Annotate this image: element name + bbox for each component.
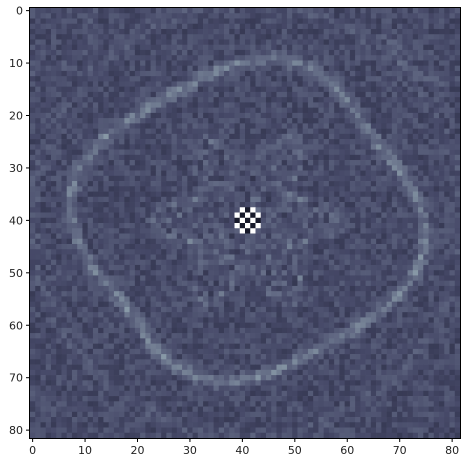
y-tick-label: 70 [9, 372, 23, 385]
x-tick-label: 70 [393, 444, 407, 457]
y-tick-label: 60 [9, 319, 23, 332]
x-tick-label: 60 [340, 444, 354, 457]
y-tick-label: 50 [9, 267, 23, 280]
x-tick-label: 10 [78, 444, 92, 457]
y-tick-label: 40 [9, 214, 23, 227]
y-tick-label: 80 [9, 424, 23, 437]
x-tick-label: 0 [29, 444, 36, 457]
x-tick-label: 30 [183, 444, 197, 457]
x-tick-label: 20 [131, 444, 145, 457]
x-axis-ticks: 0 10 20 30 40 50 60 70 80 [29, 438, 459, 457]
x-tick-label: 50 [288, 444, 302, 457]
y-axis-ticks: 0 10 20 30 40 50 60 70 80 [9, 5, 30, 437]
x-tick-label: 40 [235, 444, 249, 457]
y-tick-label: 20 [9, 110, 23, 123]
x-tick-label: 80 [445, 444, 459, 457]
image-heatmap [30, 8, 461, 439]
axes-frame [29, 7, 461, 439]
y-tick-label: 30 [9, 162, 23, 175]
y-tick-label: 0 [16, 5, 23, 18]
y-tick-label: 10 [9, 57, 23, 70]
